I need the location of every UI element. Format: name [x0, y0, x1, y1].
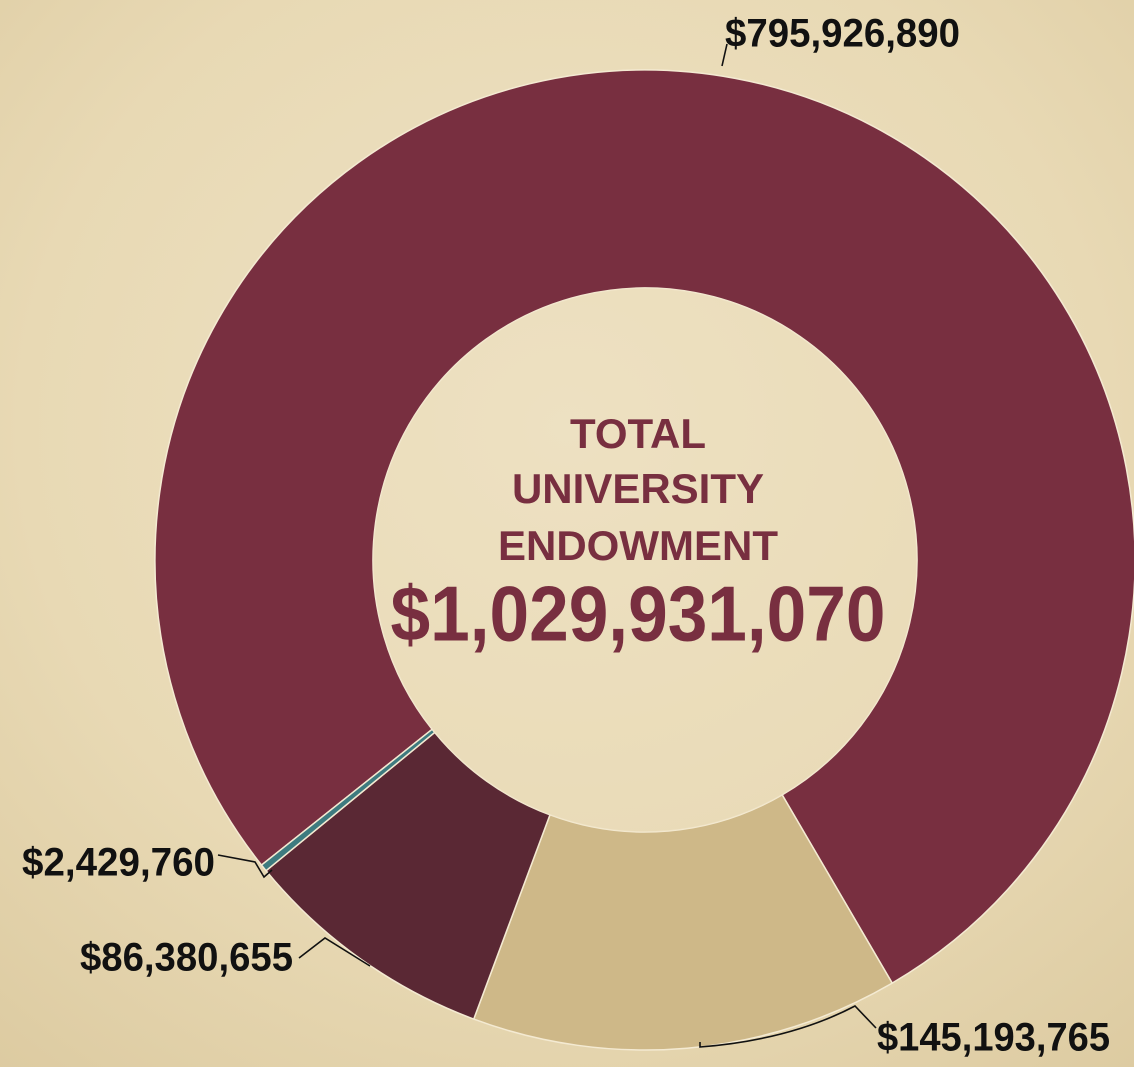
value-label: $2,429,760 — [22, 841, 215, 885]
value-label: $145,193,765 — [877, 1016, 1110, 1060]
leader-line — [721, 43, 728, 67]
value-label: $795,926,890 — [725, 12, 960, 56]
donut-slice — [260, 728, 436, 872]
donut — [154, 69, 1134, 1051]
value-label: $86,380,655 — [80, 936, 293, 980]
leader-line — [217, 854, 273, 879]
center-text: TOTAL — [570, 410, 706, 457]
center-total: $1,029,931,070 — [391, 570, 886, 658]
donut-slice — [472, 793, 894, 1051]
center-text: UNIVERSITY — [512, 465, 764, 512]
center-text: ENDOWMENT — [498, 522, 778, 569]
donut-hole — [373, 288, 917, 832]
leader-line — [699, 1005, 877, 1048]
leader-line — [298, 937, 371, 967]
